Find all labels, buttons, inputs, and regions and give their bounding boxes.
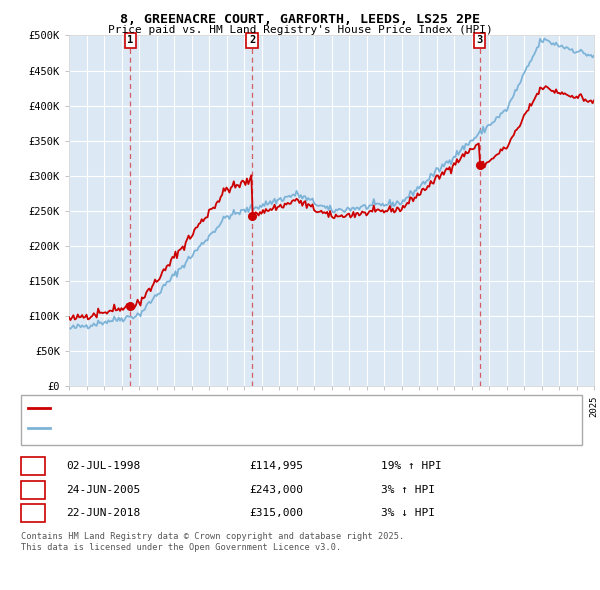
- Text: 22-JUN-2018: 22-JUN-2018: [66, 509, 140, 518]
- Text: £315,000: £315,000: [249, 509, 303, 518]
- Text: 3% ↓ HPI: 3% ↓ HPI: [381, 509, 435, 518]
- Text: 2: 2: [29, 485, 37, 494]
- Text: 1: 1: [29, 461, 37, 471]
- Text: 2: 2: [249, 35, 256, 45]
- Text: 8, GREENACRE COURT, GARFORTH, LEEDS, LS25 2PE: 8, GREENACRE COURT, GARFORTH, LEEDS, LS2…: [120, 13, 480, 26]
- Text: HPI: Average price, detached house, Leeds: HPI: Average price, detached house, Leed…: [54, 425, 295, 435]
- Text: £243,000: £243,000: [249, 485, 303, 494]
- Text: 24-JUN-2005: 24-JUN-2005: [66, 485, 140, 494]
- Text: Contains HM Land Registry data © Crown copyright and database right 2025.
This d: Contains HM Land Registry data © Crown c…: [21, 532, 404, 552]
- Text: 8, GREENACRE COURT, GARFORTH, LEEDS, LS25 2PE (detached house): 8, GREENACRE COURT, GARFORTH, LEEDS, LS2…: [54, 405, 418, 415]
- Text: 02-JUL-1998: 02-JUL-1998: [66, 461, 140, 471]
- Text: 3: 3: [476, 35, 483, 45]
- Text: 3: 3: [29, 509, 37, 518]
- Text: Price paid vs. HM Land Registry's House Price Index (HPI): Price paid vs. HM Land Registry's House …: [107, 25, 493, 35]
- Text: 3% ↑ HPI: 3% ↑ HPI: [381, 485, 435, 494]
- Text: 1: 1: [127, 35, 133, 45]
- Text: £114,995: £114,995: [249, 461, 303, 471]
- Text: 19% ↑ HPI: 19% ↑ HPI: [381, 461, 442, 471]
